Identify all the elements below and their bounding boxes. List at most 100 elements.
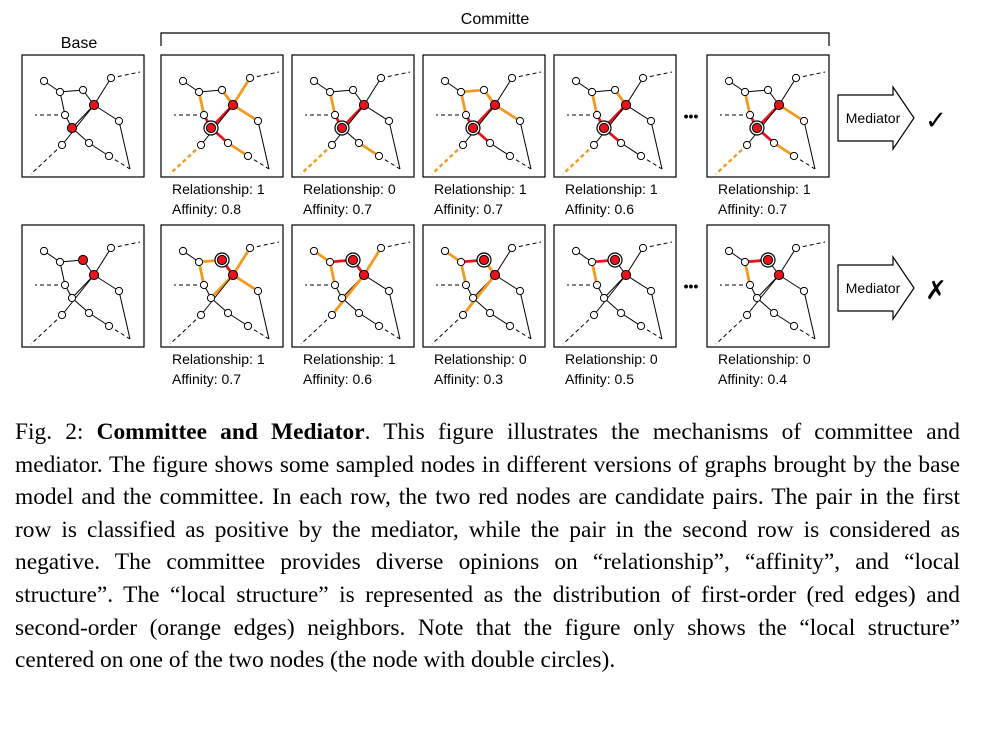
graph-node: [742, 310, 752, 320]
graph-edge-dashed: [249, 71, 280, 79]
graph-node: [196, 140, 206, 150]
graph-edge: [494, 77, 513, 106]
graph-node: [57, 140, 67, 150]
graph-node: [114, 116, 124, 126]
graph-node: [646, 286, 656, 296]
graph-edge: [461, 274, 497, 316]
graph-node: [325, 257, 335, 267]
graph-node: [440, 76, 450, 86]
candidate-node: [489, 269, 501, 281]
relationship-label: Relationship: 1: [434, 181, 527, 197]
graph-edge-dashed: [249, 241, 280, 249]
graph-edge-dashed: [562, 144, 595, 175]
graph-edge: [330, 274, 366, 316]
committee-label: Committe: [461, 11, 530, 28]
figure: Base Committe Relationship: 1 Affinity: 0…: [21, 11, 947, 387]
graph-edge: [388, 120, 401, 170]
committee-panel: [553, 54, 677, 178]
affinity-label: Affinity: 0.7: [303, 201, 372, 217]
graph-edge: [231, 77, 252, 106]
committee-panel: [291, 54, 415, 178]
graph-edge-dashed: [300, 144, 333, 175]
graph-node: [106, 73, 116, 83]
graph-node: [592, 110, 602, 120]
caption-prefix: Fig. 2:: [15, 419, 97, 445]
graph-node: [337, 293, 347, 303]
graph-node: [599, 293, 609, 303]
relationship-label: Relationship: 0: [303, 181, 396, 197]
graph-node: [440, 246, 450, 256]
graph-node: [354, 138, 364, 148]
graph-node: [178, 246, 188, 256]
graph-edge-dashed: [30, 314, 63, 345]
graph-node: [610, 85, 620, 95]
graph-edge-dashed: [562, 314, 595, 345]
relationship-label: Relationship: 1: [303, 351, 396, 367]
graph-edge-dashed: [380, 241, 411, 249]
graph-node: [206, 293, 216, 303]
graph-edge: [388, 290, 401, 340]
graph-node: [638, 243, 648, 253]
graph-node: [458, 140, 468, 150]
graph-edge-dashed: [715, 144, 748, 175]
graph-node: [515, 116, 525, 126]
graph-node: [485, 138, 495, 148]
graph-node: [60, 110, 70, 120]
graph-node: [740, 87, 750, 97]
graph-node: [485, 308, 495, 318]
caption-text: . This figure illustrates the mechanisms…: [15, 419, 960, 674]
candidate-node: [620, 99, 632, 111]
affinity-label: Affinity: 0.7: [434, 201, 503, 217]
graph-edge: [650, 120, 663, 170]
graph-node: [769, 138, 779, 148]
candidate-node: [227, 99, 239, 111]
candidate-node: [336, 122, 348, 134]
affinity-label: Affinity: 0.4: [718, 371, 787, 387]
graph-node: [243, 151, 253, 161]
graph-node: [67, 293, 77, 303]
affinity-label: Affinity: 0.5: [565, 371, 634, 387]
graph-node: [194, 87, 204, 97]
figure-caption: Fig. 2: Committee and Mediator. This fig…: [15, 416, 960, 677]
graph-node: [724, 246, 734, 256]
graph-node: [507, 73, 517, 83]
candidate-node: [88, 99, 100, 111]
graph-node: [724, 76, 734, 86]
graph-edge-dashed: [169, 144, 202, 175]
graph-edge-dashed: [795, 71, 826, 79]
base-panel: [21, 224, 145, 348]
graph-edge-dashed: [169, 314, 202, 345]
graph-edge: [362, 247, 383, 276]
graph-node: [515, 286, 525, 296]
graph-edge: [746, 274, 780, 316]
candidate-node: [227, 269, 239, 281]
graph-node: [114, 286, 124, 296]
graph-node: [458, 310, 468, 320]
base-panel: [21, 54, 145, 178]
graph-node: [592, 280, 602, 290]
candidate-node: [216, 254, 228, 266]
graph-node: [461, 110, 471, 120]
candidate-node: [77, 254, 89, 266]
relationship-label: Relationship: 1: [565, 181, 658, 197]
candidate-node: [773, 99, 785, 111]
graph-node: [57, 310, 67, 320]
graph-node: [636, 151, 646, 161]
mediator-arrow: [837, 85, 915, 151]
candidate-node: [66, 122, 78, 134]
graph-edge: [231, 247, 252, 276]
graph-node: [245, 73, 255, 83]
graph-edge-dashed: [300, 314, 333, 345]
graph-node: [479, 85, 489, 95]
graph-edge-dashed: [110, 71, 141, 79]
graph-node: [384, 116, 394, 126]
graph-node: [456, 87, 466, 97]
graph-node: [374, 151, 384, 161]
graph-edge: [625, 247, 644, 276]
graph-node: [791, 243, 801, 253]
graph-edge-dashed: [642, 71, 673, 79]
graph-edge-dashed: [795, 241, 826, 249]
graph-node: [636, 321, 646, 331]
candidate-node: [358, 99, 370, 111]
check-icon: ✓: [925, 106, 947, 136]
